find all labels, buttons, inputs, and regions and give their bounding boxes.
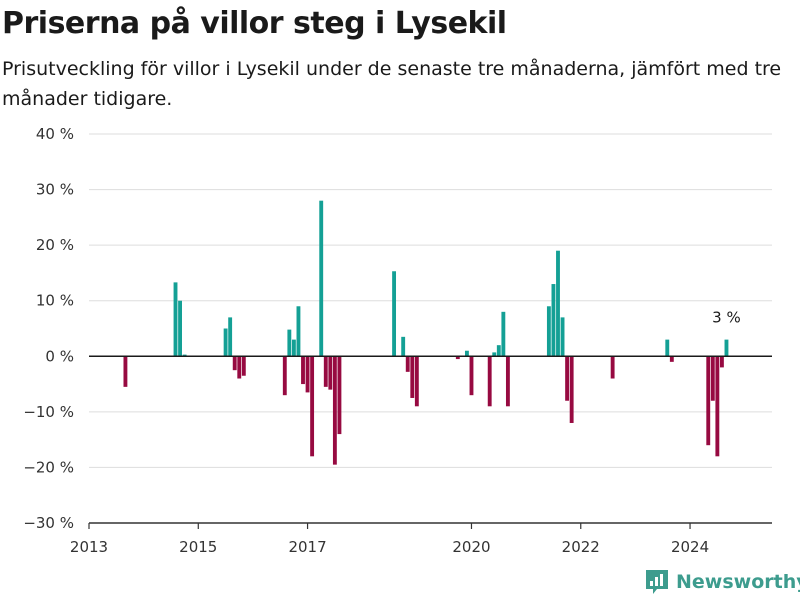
bar (487, 356, 492, 407)
bar (665, 339, 670, 357)
x-tick-label: 2020 (452, 538, 490, 556)
bar (496, 345, 501, 357)
bar (414, 356, 419, 407)
bar (182, 354, 187, 357)
bar (710, 356, 715, 401)
bar (282, 356, 287, 396)
x-tick-label: 2015 (179, 538, 217, 556)
bar (305, 356, 310, 393)
bar (455, 356, 460, 360)
newsworthy-logo-icon (646, 570, 668, 594)
bar (241, 356, 246, 376)
bar (291, 339, 296, 357)
newsworthy-brand: Newsworthy (644, 568, 800, 596)
bar (319, 200, 324, 357)
x-tick-label: 2017 (288, 538, 326, 556)
x-tick-label: 2022 (562, 538, 600, 556)
y-tick-label: 30 % (36, 181, 74, 199)
x-tick-label: 2013 (70, 538, 108, 556)
bar (492, 352, 497, 357)
bar (223, 328, 228, 357)
chart-title: Priserna på villor steg i Lysekil (2, 6, 507, 41)
bar (332, 356, 337, 465)
brand-name: Newsworthy (676, 571, 800, 593)
bar (469, 356, 474, 396)
gridlines (89, 133, 772, 524)
bar (232, 356, 237, 371)
bar (569, 356, 574, 423)
y-tick-label: 20 % (36, 236, 74, 254)
y-axis-labels: −30 % −20 % −10 % 0 % 10 % 20 % 30 % 40 % (23, 125, 74, 532)
bar (560, 317, 565, 357)
bar (505, 356, 510, 407)
bar (719, 356, 724, 368)
bar (328, 356, 333, 390)
bar (556, 250, 560, 357)
latest-value-label: 3 % (712, 309, 741, 327)
bar (546, 306, 551, 357)
axes (88, 355, 772, 529)
bar (323, 356, 328, 387)
bar (178, 300, 183, 357)
y-tick-label: 10 % (36, 292, 74, 310)
bar (123, 356, 128, 387)
x-tick-label: 2024 (671, 538, 709, 556)
bar (392, 271, 397, 357)
chart-subtitle: Prisutveckling för villor i Lysekil unde… (2, 58, 782, 110)
bar (287, 329, 292, 357)
bars (123, 200, 729, 465)
bar (301, 356, 305, 385)
bar (337, 356, 342, 435)
bar (715, 356, 720, 457)
bar (310, 356, 315, 457)
y-tick-label: −20 % (23, 458, 74, 476)
y-tick-label: 40 % (36, 125, 74, 143)
bar (669, 356, 674, 362)
bar (551, 284, 556, 357)
bar (565, 356, 570, 401)
bar (464, 350, 469, 357)
bar (296, 306, 301, 357)
bar (401, 336, 406, 357)
y-tick-label: 0 % (45, 347, 74, 365)
y-tick-label: −10 % (23, 403, 74, 421)
bar (501, 311, 506, 357)
bar (405, 356, 410, 372)
bar (724, 339, 729, 357)
bar (237, 356, 242, 379)
x-axis-labels: 2013 2015 2017 2020 2022 2024 (70, 538, 709, 556)
y-tick-label: −30 % (23, 514, 74, 532)
bar (173, 282, 178, 357)
bar (228, 317, 233, 357)
bar (610, 356, 615, 379)
bar (410, 356, 415, 398)
bar (706, 356, 711, 446)
